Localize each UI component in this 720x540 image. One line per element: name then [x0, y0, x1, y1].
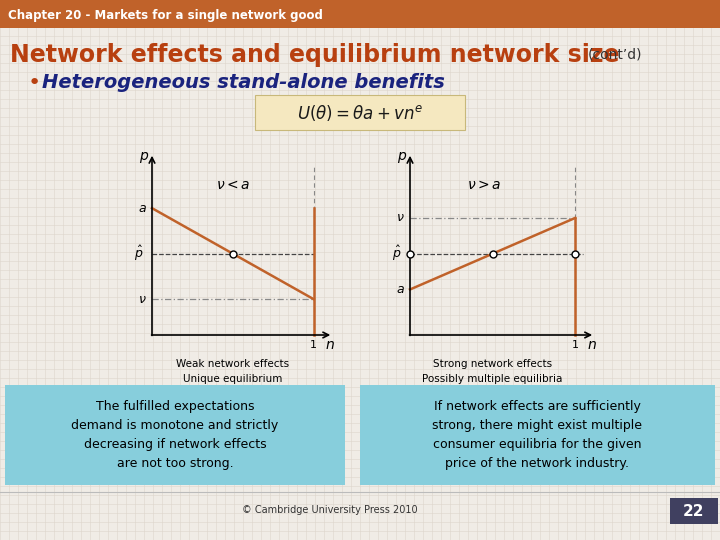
Text: Strong network effects: Strong network effects	[433, 359, 552, 369]
Text: $\nu$: $\nu$	[396, 212, 405, 225]
Text: $U(\theta) = \theta a + vn^e$: $U(\theta) = \theta a + vn^e$	[297, 103, 423, 123]
Bar	[670, 498, 718, 524]
Text: If network effects are sufficiently
strong, there might exist multiple
consumer : If network effects are sufficiently stro…	[432, 400, 642, 470]
Text: Weak network effects: Weak network effects	[176, 359, 289, 369]
Text: Heterogeneous stand-alone benefits: Heterogeneous stand-alone benefits	[42, 73, 445, 92]
Text: p: p	[140, 149, 148, 163]
Bar	[360, 385, 715, 485]
Bar	[5, 385, 345, 485]
Text: $\nu$: $\nu$	[138, 293, 147, 306]
Text: 1: 1	[572, 340, 579, 350]
Text: $\nu < a$: $\nu < a$	[216, 178, 250, 192]
Text: $\hat{p}$: $\hat{p}$	[392, 244, 402, 263]
Text: $\hat{p}$: $\hat{p}$	[135, 244, 144, 263]
Text: n: n	[588, 338, 596, 352]
Text: $\nu > a$: $\nu > a$	[467, 178, 502, 192]
Text: a: a	[138, 201, 146, 215]
Text: The fulfilled expectations
demand is monotone and strictly
decreasing if network: The fulfilled expectations demand is mon…	[71, 400, 279, 470]
Text: •: •	[28, 73, 41, 93]
Text: Possibly multiple equilibria: Possibly multiple equilibria	[423, 374, 563, 384]
Text: Network effects and equilibrium network size: Network effects and equilibrium network …	[10, 43, 619, 67]
Text: a: a	[396, 283, 404, 296]
Text: p: p	[397, 149, 406, 163]
Text: 22: 22	[683, 503, 705, 518]
Text: 1: 1	[310, 340, 318, 350]
Bar	[255, 95, 465, 130]
Text: n: n	[325, 338, 334, 352]
Text: Chapter 20 - Markets for a single network good: Chapter 20 - Markets for a single networ…	[8, 9, 323, 22]
Text: © Cambridge University Press 2010: © Cambridge University Press 2010	[242, 505, 418, 515]
Bar	[0, 0, 720, 28]
Text: Unique equilibrium: Unique equilibrium	[183, 374, 282, 384]
Text: (cont’d): (cont’d)	[588, 48, 642, 62]
